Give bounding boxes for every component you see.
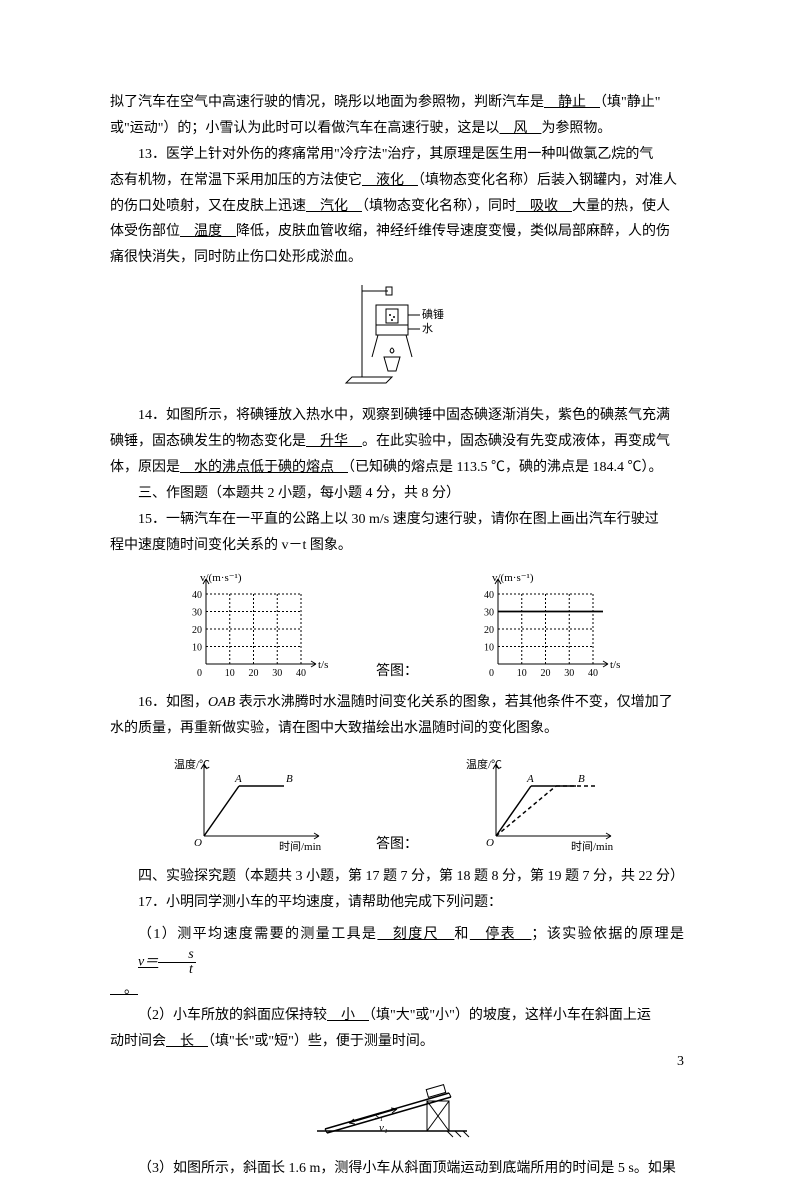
svg-text:时间/min: 时间/min — [279, 840, 322, 853]
txt: 态有机物，在常温下采用加压的方法使它 — [110, 173, 362, 188]
svg-text:20: 20 — [192, 625, 202, 636]
q17-p2a: （2）小车所放的斜面应保持较 小 （填"大"或"小"）的坡度，这样小车在斜面上运 — [110, 1003, 684, 1029]
txt: 碘锤，固态碘发生的物态变化是 — [110, 434, 306, 449]
svg-text:v₁: v₁ — [379, 1122, 388, 1134]
q16-charts: 温度/℃ 时间/min O A B 答图： 温度/℃ 时间/min O A B — [110, 748, 684, 858]
txt: 大量的热，使人 — [572, 199, 670, 214]
svg-text:30: 30 — [484, 608, 494, 619]
svg-text:10: 10 — [517, 668, 527, 679]
q12-line2: 或"运动"）的；小雪认为此时可以看做汽车在高速行驶，这是以 风 为参照物。 — [110, 116, 684, 142]
svg-text:v/(m·s⁻¹): v/(m·s⁻¹) — [492, 572, 534, 584]
svg-text:40: 40 — [296, 668, 306, 679]
blank-liquefy: 液化 — [362, 173, 418, 188]
svg-text:B: B — [578, 773, 585, 785]
svg-text:时间/min: 时间/min — [571, 840, 614, 853]
svg-text:t/s: t/s — [610, 659, 620, 671]
blank-static: 静止 — [544, 95, 600, 110]
svg-text:水: 水 — [422, 322, 433, 335]
q15-charts: 10 20 30 40 10 20 30 40 0 v/(m·s⁻¹) t/s 答图： 10 20 30… — [110, 564, 684, 684]
svg-text:30: 30 — [272, 668, 282, 679]
svg-text:40: 40 — [192, 590, 202, 601]
blank-temp: 温度 — [180, 224, 236, 239]
ramp-figure: s₁ v₁ — [110, 1061, 684, 1151]
blank-vaporize: 汽化 — [306, 199, 362, 214]
svg-text:O: O — [486, 837, 494, 849]
svg-text:0: 0 — [489, 668, 494, 679]
txt: 体，原因是 — [110, 460, 180, 475]
svg-text:30: 30 — [192, 608, 202, 619]
q16-line2: 水的质量，再重新做实验，请在图中大致描绘出水温随时间的变化图象。 — [110, 716, 684, 742]
txt: 体受伤部位 — [110, 224, 180, 239]
txt: 拟了汽车在空气中高速行驶的情况，晓彤以地面为参照物，判断汽车是 — [110, 95, 544, 110]
q15-line1: 15．一辆汽车在一平直的公路上以 30 m/s 速度匀速行驶，请你在图上画出汽车… — [110, 507, 684, 533]
svg-text:B: B — [286, 773, 293, 785]
svg-text:A: A — [526, 773, 534, 785]
svg-text:40: 40 — [484, 590, 494, 601]
txt: 为参照物。 — [541, 121, 611, 136]
q17-line0: 17．小明同学测小车的平均速度，请帮助他完成下列问题： — [110, 890, 684, 916]
svg-text:40: 40 — [588, 668, 598, 679]
q13-line5: 痛很快消失，同时防止伤口处形成淤血。 — [110, 245, 684, 271]
txt: 降低，皮肤血管收缩，神经纤维传导速度变慢，类似局部麻醉，人的伤 — [236, 224, 670, 239]
q13-line1: 13．医学上针对外伤的疼痛常用"冷疗法"治疗，其原理是医生用一种叫做氯乙烷的气 — [110, 142, 684, 168]
answer-label: 答图： — [376, 659, 418, 685]
blank-reason: 水的沸点低于碘的熔点 — [180, 460, 348, 475]
temp-chart-blank: 温度/℃ 时间/min O A B — [166, 748, 336, 858]
q14-line1: 14．如图所示，将碘锤放入热水中，观察到碘锤中固态碘逐渐消失，紫色的碘蒸气充满 — [110, 403, 684, 429]
svg-text:s₁: s₁ — [375, 1110, 383, 1122]
txt: （已知碘的熔点是 113.5 ℃，碘的沸点是 184.4 ℃）。 — [348, 460, 662, 475]
q14-line2: 碘锤，固态碘发生的物态变化是 升华 。在此实验中，固态碘没有先变成液体，再变成气 — [110, 429, 684, 455]
txt: （填物态变化名称），同时 — [362, 199, 516, 214]
svg-text:温度/℃: 温度/℃ — [466, 757, 502, 771]
blank-small: 小 — [327, 1008, 369, 1023]
q12-line1: 拟了汽车在空气中高速行驶的情况，晓彤以地面为参照物，判断汽车是 静止 （填"静止… — [110, 90, 684, 116]
q17-p2b: 动时间会 长 （填"长"或"短"）些，便于测量时间。 — [110, 1029, 684, 1055]
svg-text:温度/℃: 温度/℃ — [174, 757, 210, 771]
vt-chart-answer: 10 20 30 40 10 20 30 40 0 v/(m·s⁻¹) t/s — [458, 564, 628, 684]
svg-text:20: 20 — [541, 668, 551, 679]
section3-heading: 三、作图题（本题共 2 小题，每小题 4 分，共 8 分） — [110, 481, 684, 507]
section4-heading: 四、实验探究题（本题共 3 小题，第 17 题 7 分，第 18 题 8 分，第… — [110, 864, 684, 890]
blank-ruler: 刻度尺 — [377, 927, 454, 942]
answer-label: 答图： — [376, 832, 418, 858]
blank-formula: v＝ s t — [110, 948, 196, 977]
page: 拟了汽车在空气中高速行驶的情况，晓彤以地面为参照物，判断汽车是 静止 （填"静止… — [0, 0, 794, 1123]
txt: 。在此实验中，固态碘没有先变成液体，再变成气 — [362, 434, 670, 449]
q13-line3: 的伤口处喷射，又在皮肤上迅速 汽化 （填物态变化名称），同时 吸收 大量的热，使… — [110, 194, 684, 220]
svg-text:碘锤: 碘锤 — [422, 307, 444, 321]
page-number: 3 — [677, 1049, 684, 1075]
svg-text:20: 20 — [484, 625, 494, 636]
txt: 或"运动"）的；小雪认为此时可以看做汽车在高速行驶，这是以 — [110, 121, 499, 136]
q17-p1: （1）测平均速度需要的测量工具是 刻度尺 和 停表 ；该实验依据的原理是 v＝ … — [110, 922, 684, 977]
txt: 的伤口处喷射，又在皮肤上迅速 — [110, 199, 306, 214]
iodine-device-figure: 碘锤 水 — [110, 277, 684, 397]
svg-text:O: O — [194, 837, 202, 849]
svg-text:A: A — [234, 773, 242, 785]
q14-line3: 体，原因是 水的沸点低于碘的熔点 （已知碘的熔点是 113.5 ℃，碘的沸点是 … — [110, 455, 684, 481]
temp-chart-answer: 温度/℃ 时间/min O A B — [458, 748, 628, 858]
svg-text:10: 10 — [192, 643, 202, 654]
svg-text:10: 10 — [225, 668, 235, 679]
q13-line2: 态有机物，在常温下采用加压的方法使它 液化 （填物态变化名称）后装入钢罐内，对准… — [110, 168, 684, 194]
blank-absorb: 吸收 — [516, 199, 572, 214]
blank-wind: 风 — [499, 121, 541, 136]
svg-text:0: 0 — [197, 668, 202, 679]
q17-p3: （3）如图所示，斜面长 1.6 m，测得小车从斜面顶端运动到底端所用的时间是 5… — [110, 1156, 684, 1182]
svg-text:10: 10 — [484, 643, 494, 654]
svg-text:30: 30 — [564, 668, 574, 679]
vt-chart-blank: 10 20 30 40 10 20 30 40 0 v/(m·s⁻¹) t/s — [166, 564, 336, 684]
txt: （填物态变化名称）后装入钢罐内，对准人 — [418, 173, 677, 188]
blank-sublime: 升华 — [306, 434, 362, 449]
txt: （填"静止" — [600, 95, 660, 110]
q15-line2: 程中速度随时间变化关系的 v－t 图象。 — [110, 533, 684, 559]
svg-text:t/s: t/s — [318, 659, 328, 671]
svg-text:v/(m·s⁻¹): v/(m·s⁻¹) — [200, 572, 242, 584]
q16-line1: 16．如图，OAB 表示水沸腾时水温随时间变化关系的图象，若其他条件不变，仅增加… — [110, 690, 684, 716]
q13-line4: 体受伤部位 温度 降低，皮肤血管收缩，神经纤维传导速度变慢，类似局部麻醉，人的伤 — [110, 219, 684, 245]
blank-long: 长 — [166, 1034, 208, 1049]
blank-stopwatch: 停表 — [470, 927, 532, 942]
svg-text:20: 20 — [249, 668, 259, 679]
q17-p1-end: 。 — [110, 977, 684, 1003]
